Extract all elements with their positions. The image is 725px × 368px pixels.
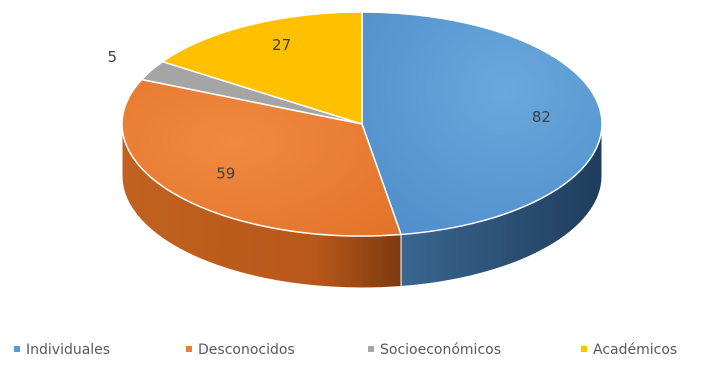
- pie-slice-academicos: [160, 11, 363, 126]
- legend-label-academicos: Académicos: [593, 342, 678, 358]
- data-label-individuales: 82: [532, 108, 551, 126]
- legend-swatch-academicos: [581, 346, 587, 352]
- data-label-academicos: 27: [272, 36, 291, 54]
- data-label-desconocidos: 59: [216, 165, 235, 183]
- legend-item-academicos: Académicos: [581, 340, 677, 360]
- pie-slice-desconocidos: [121, 78, 403, 237]
- data-label-socioeconomicos: 5: [107, 48, 117, 66]
- legend-item-socioeconomicos: Socioeconómicos: [368, 340, 501, 360]
- pie-slice-individuales: [361, 11, 603, 236]
- legend-label-socioeconomicos: Socioeconómicos: [380, 342, 502, 358]
- legend-swatch-individuales: [14, 346, 20, 352]
- legend-item-individuales: Individuales: [14, 340, 110, 360]
- legend-item-desconocidos: Desconocidos: [186, 340, 295, 360]
- legend-swatch-desconocidos: [186, 346, 192, 352]
- legend-label-desconocidos: Desconocidos: [198, 342, 295, 358]
- chart-legend: Individuales Desconocidos Socioeconómico…: [0, 340, 725, 364]
- legend-swatch-socioeconomicos: [368, 346, 374, 352]
- legend-label-individuales: Individuales: [26, 342, 111, 358]
